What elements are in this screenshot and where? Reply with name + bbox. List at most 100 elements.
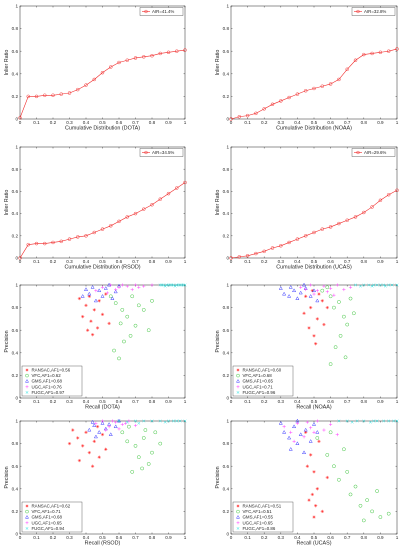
fugc-point — [142, 419, 146, 423]
ransac-point — [307, 498, 311, 502]
x-tick-label: 0.2 — [261, 120, 268, 125]
ugc-point — [309, 426, 313, 430]
x-tick-label: 0 — [19, 120, 22, 125]
ransac-point — [322, 322, 326, 327]
line-point — [18, 116, 22, 120]
line-point — [117, 219, 121, 224]
x-axis-label: Cumulative Distribution (DOTA) — [65, 126, 140, 132]
vfc-point — [337, 300, 341, 304]
x-tick-label: 0.6 — [116, 120, 123, 125]
vfc-point — [141, 308, 146, 312]
fugc-point — [387, 419, 391, 423]
gms-point — [108, 432, 113, 436]
legend-box — [351, 148, 396, 157]
vfc-point — [112, 348, 116, 353]
fugc-point — [383, 284, 387, 288]
fugc-point — [117, 419, 121, 423]
gms-point — [84, 287, 88, 291]
line-point — [353, 215, 358, 219]
vfc-point — [386, 511, 391, 516]
y-tick-label: 0.4 — [12, 71, 19, 76]
ransac-point — [91, 333, 95, 337]
x-tick-label: 0 — [230, 120, 233, 125]
gms-point — [302, 450, 307, 454]
gms-point — [302, 282, 307, 287]
x-tick-label: 1 — [396, 259, 399, 264]
legend-marker-gms — [236, 379, 240, 383]
fugc-point — [350, 420, 354, 424]
ugc-point — [322, 284, 326, 288]
legend-box — [139, 148, 184, 157]
axes-box — [19, 146, 186, 259]
ugc-point — [94, 289, 98, 293]
fugc-point — [375, 283, 379, 287]
line-point — [254, 111, 258, 116]
vfc-point — [338, 334, 343, 338]
y-tick-label: 0.2 — [223, 373, 230, 378]
legend: AIR=34.5% — [139, 148, 184, 157]
x-tick-label: 0.1 — [33, 535, 40, 540]
y-tick-label: 0.2 — [223, 94, 230, 99]
fugc-point — [163, 420, 167, 424]
ugc-point — [120, 283, 124, 287]
y-tick-label: 0.8 — [12, 26, 19, 31]
vfc-point — [127, 424, 131, 429]
ugc-point — [105, 291, 110, 295]
ransac-point — [95, 425, 100, 429]
line-point — [328, 225, 333, 229]
legend-entry-ransac: RANSAC,AF1=0.60 — [243, 368, 282, 373]
legend-entry-ransac: RANSAC,AF1=0.51 — [243, 504, 282, 509]
x-tick-label: 0.9 — [377, 399, 384, 404]
line-point — [270, 102, 275, 107]
legend-entry-fugc: FUGC,AF1=0.86 — [243, 526, 276, 531]
ugc-point — [292, 439, 296, 443]
ugc-point — [335, 432, 339, 437]
legend-entry-ransac: RANSAC,AF1=0.62 — [32, 504, 71, 509]
y-tick-label: 0.4 — [12, 350, 19, 355]
line-point — [84, 234, 88, 238]
legend-marker — [356, 150, 360, 155]
x-tick-label: 0.1 — [33, 120, 40, 125]
fugc-point — [345, 419, 349, 423]
legend-marker-gms — [25, 379, 29, 383]
x-tick-label: 0.4 — [83, 535, 90, 540]
gms-point — [110, 296, 115, 300]
ugc-point — [120, 422, 124, 426]
y-tick-label: 1 — [226, 4, 229, 9]
legend-marker-ransac — [25, 504, 29, 508]
legend: RANSAC,AF1=0.56VFC,AF1=0.62GMS,AF1=0.68U… — [21, 365, 83, 397]
y-tick-label: 0.6 — [223, 189, 230, 194]
legend-marker-fugc — [25, 391, 29, 394]
x-tick-label: 0.3 — [278, 399, 285, 404]
x-tick-label: 0.3 — [278, 259, 285, 264]
fugc-point — [183, 419, 187, 423]
gms-point — [87, 291, 92, 296]
ugc-point — [322, 428, 326, 432]
vfc-point — [125, 314, 130, 319]
fugc-point — [178, 419, 182, 423]
vfc-point — [353, 484, 358, 489]
vfc-point — [345, 322, 350, 327]
y-tick-label: 0.8 — [223, 167, 230, 172]
ugc-point — [312, 292, 316, 296]
gms-point — [287, 294, 292, 298]
y-tick-label: 0.8 — [223, 305, 230, 310]
ransac-point — [104, 292, 108, 296]
fugc-point — [163, 284, 167, 288]
legend-marker-ransac — [25, 368, 29, 372]
ransac-point — [317, 439, 321, 443]
line-point — [312, 86, 316, 91]
fugc-point — [158, 419, 162, 423]
x-tick-label: 0.9 — [165, 535, 172, 540]
y-tick-label: 0.4 — [223, 211, 230, 216]
ransac-point — [67, 442, 72, 446]
y-tick-label: 0.4 — [12, 486, 19, 491]
y-tick-label: 0.2 — [12, 94, 19, 99]
vfc-point — [328, 294, 333, 299]
gms-point — [113, 289, 118, 294]
x-tick-label: 0.6 — [327, 120, 334, 125]
axes-box — [230, 5, 398, 120]
ransac-point — [100, 432, 105, 437]
subplot-2: 0 0.1 0.2 0.3 0.4 0.5 0.6 0.7 0.8 0.9 1 0 0.2 0.4 0.6 0… — [215, 4, 399, 132]
x-tick-label: 0.9 — [377, 259, 384, 264]
